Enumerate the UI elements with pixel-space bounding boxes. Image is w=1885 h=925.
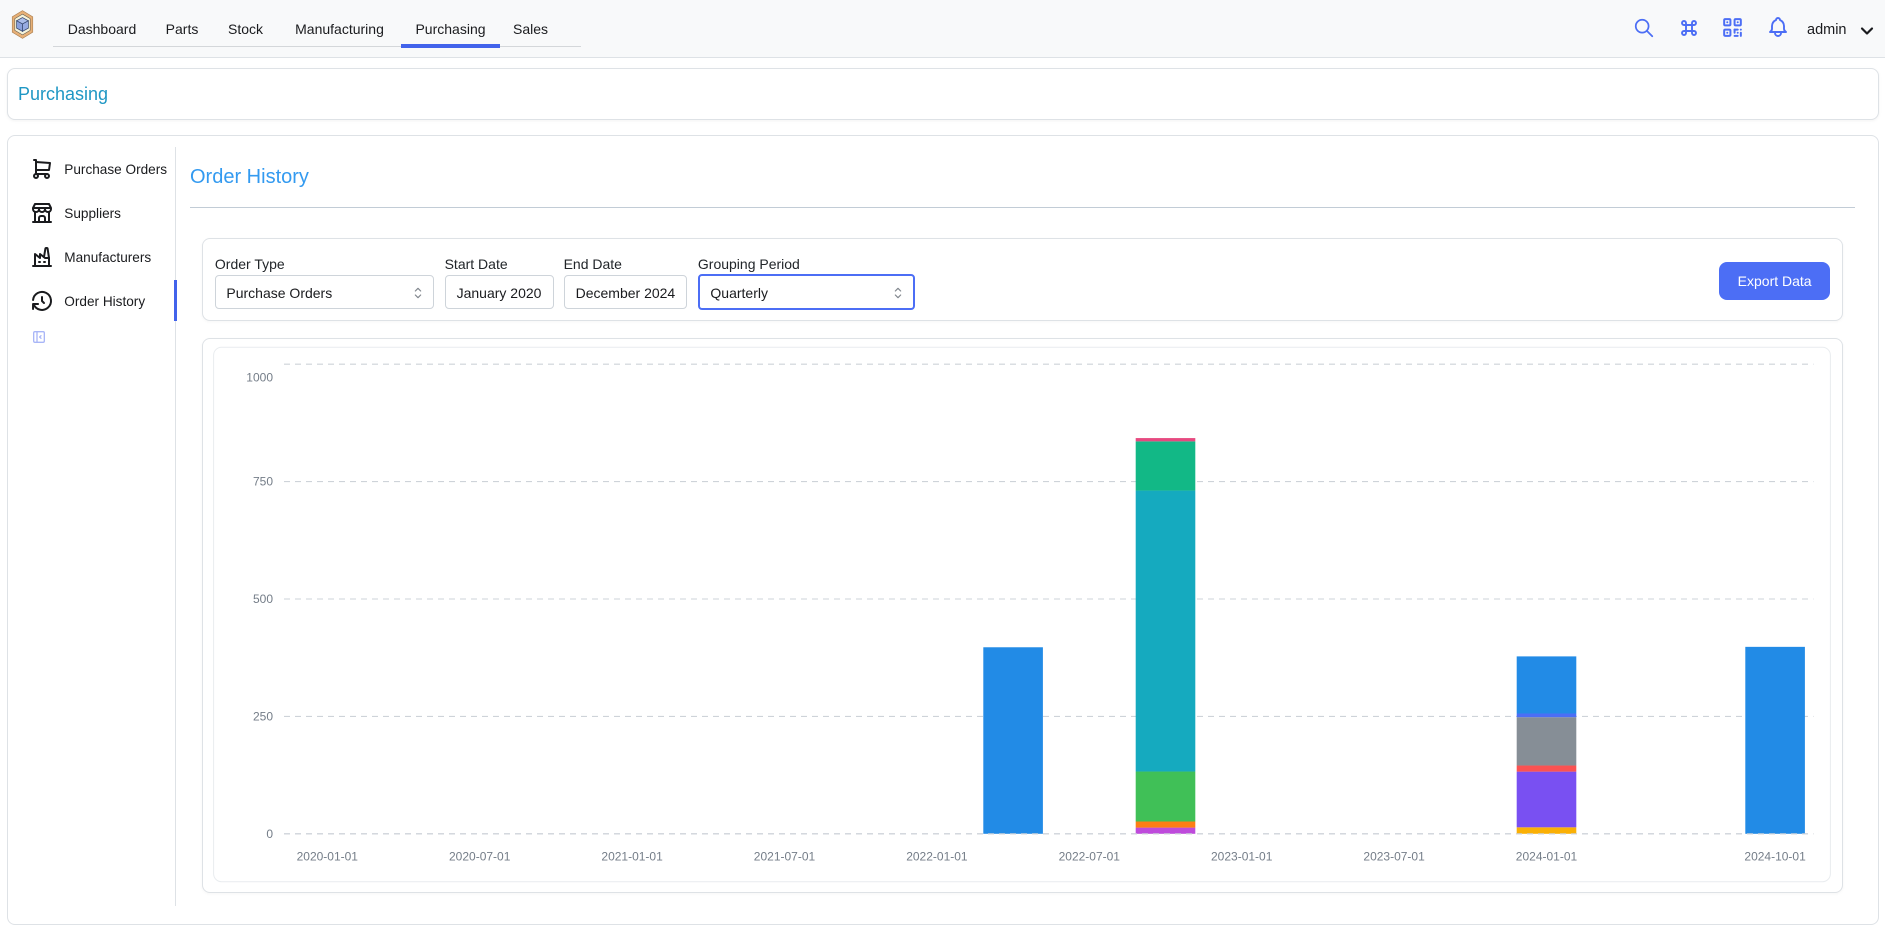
svg-text:0: 0 bbox=[266, 827, 273, 841]
svg-text:750: 750 bbox=[253, 475, 273, 489]
svg-text:2022-01-01: 2022-01-01 bbox=[906, 850, 968, 864]
svg-text:2024-01-01: 2024-01-01 bbox=[1516, 850, 1578, 864]
svg-text:2023-07-01: 2023-07-01 bbox=[1363, 850, 1425, 864]
svg-text:2021-01-01: 2021-01-01 bbox=[601, 850, 663, 864]
svg-text:2020-07-01: 2020-07-01 bbox=[449, 850, 511, 864]
svg-text:1000: 1000 bbox=[246, 371, 273, 385]
svg-text:2020-01-01: 2020-01-01 bbox=[297, 850, 359, 864]
svg-text:250: 250 bbox=[253, 709, 273, 723]
svg-text:2022-07-01: 2022-07-01 bbox=[1059, 850, 1121, 864]
svg-text:500: 500 bbox=[253, 592, 273, 606]
svg-text:2023-01-01: 2023-01-01 bbox=[1211, 850, 1273, 864]
svg-text:2021-07-01: 2021-07-01 bbox=[754, 850, 816, 864]
svg-text:2024-10-01: 2024-10-01 bbox=[1744, 850, 1806, 864]
